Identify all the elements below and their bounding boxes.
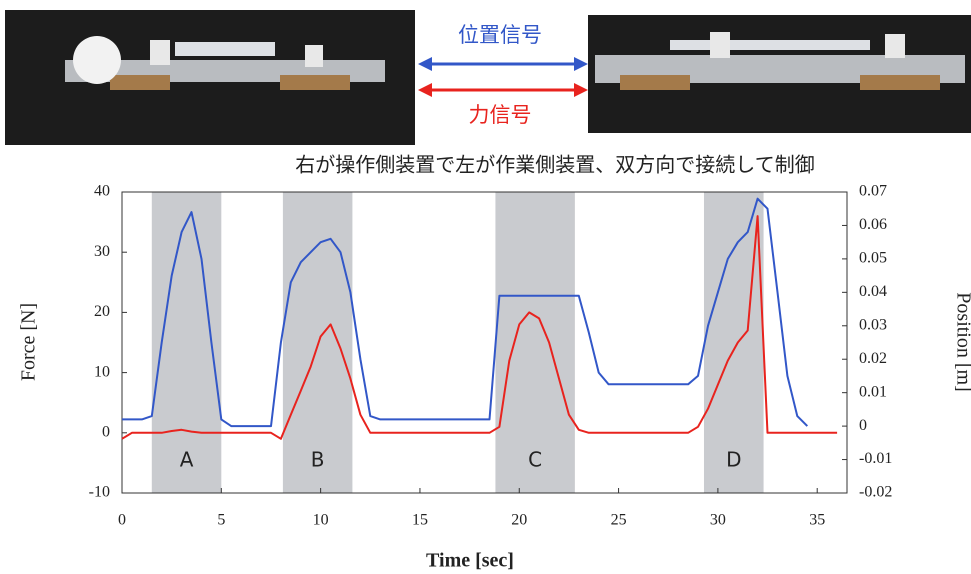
figure: 位置信号 力信号 右が操作側装置で左が作業側装置、双方向で接続して制御 A B C D…: [0, 0, 971, 574]
y2-tick-label: 0.02: [859, 350, 887, 367]
region-label: B: [311, 448, 325, 472]
arrow-force: [418, 83, 588, 97]
y-tick-label: 10: [94, 363, 110, 380]
y-tick-label: 40: [94, 183, 110, 200]
x-tick-label: 35: [809, 512, 825, 529]
position-signal-label: 位置信号: [458, 23, 542, 47]
arrow-position: [418, 57, 588, 71]
region-label: D: [726, 448, 741, 472]
x-tick-label: 10: [313, 512, 329, 529]
y2-tick-label: 0.05: [859, 250, 887, 267]
y2-axis-label: Position [m]: [952, 292, 971, 391]
region-label: C: [528, 448, 542, 472]
x-tick-label: 5: [217, 512, 225, 529]
x-tick-label: 0: [118, 512, 126, 529]
y-axis-label: Force [N]: [18, 303, 40, 381]
y2-tick-label: 0: [859, 417, 867, 434]
caption: 右が操作側装置で左が作業側装置、双方向で接続して制御: [295, 153, 814, 177]
force-signal-label: 力信号: [469, 103, 532, 127]
y-tick-label: 0: [102, 423, 110, 440]
x-tick-label: 30: [710, 512, 726, 529]
plot: A B C D 0 5 10 15 20 25 30 35 -10 0 10 20 30 40 -0.02 -0.01…: [89, 183, 893, 529]
y2-tick-label: 0.04: [859, 283, 887, 300]
x-tick-label: 15: [412, 512, 428, 529]
y-tick-label: 30: [94, 243, 110, 260]
region-label: A: [180, 448, 194, 472]
y2-tick-label: -0.02: [859, 484, 892, 501]
x-axis-label: Time [sec]: [426, 550, 514, 572]
y2-tick-label: -0.01: [859, 450, 892, 467]
y2-tick-label: 0.06: [859, 216, 887, 233]
x-tick-label: 20: [511, 512, 527, 529]
y2-tick-label: 0.01: [859, 383, 887, 400]
y2-tick-label: 0.07: [859, 183, 887, 200]
photo-right: [588, 15, 971, 133]
x-tick-label: 25: [611, 512, 627, 529]
y-tick-label: -10: [89, 484, 110, 501]
y-tick-label: 20: [94, 303, 110, 320]
y2-tick-label: 0.03: [859, 316, 887, 333]
photo-left: [5, 10, 415, 145]
